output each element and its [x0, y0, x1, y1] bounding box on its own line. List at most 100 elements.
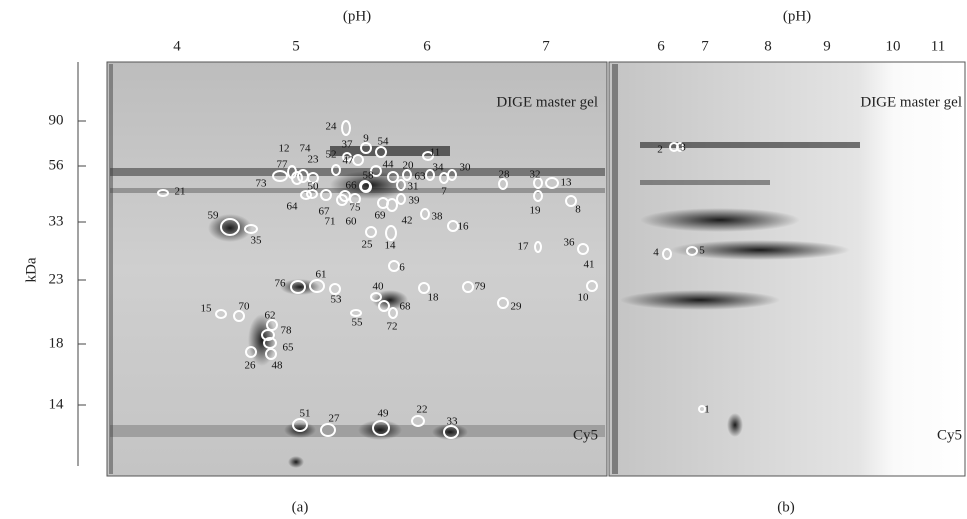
- spot-label: 76: [275, 278, 287, 290]
- gel-b-image: [608, 61, 966, 477]
- ph-tick-label: 7: [701, 38, 709, 54]
- spot-label: 74: [300, 143, 312, 155]
- spot-label: 19: [530, 205, 542, 217]
- spot-marker: [425, 169, 435, 181]
- ph-axis-title: (pH): [343, 8, 371, 24]
- gel-label: DIGE master gel: [496, 94, 598, 110]
- spot-marker: [385, 225, 397, 241]
- spot-marker: [341, 120, 351, 136]
- spot-marker: [662, 248, 672, 260]
- ph-axis-title: (pH): [783, 8, 811, 24]
- ph-tick-label: 11: [931, 38, 945, 54]
- spot-marker: [290, 280, 306, 294]
- spot-marker: [396, 193, 406, 205]
- spot-label: 9: [363, 133, 369, 145]
- spot-marker: [300, 190, 312, 200]
- kda-tick-label: 56: [49, 157, 65, 173]
- spot-marker: [331, 164, 341, 176]
- spot-marker: [387, 171, 399, 183]
- spot-marker: [497, 297, 509, 309]
- spot-label: 47: [343, 155, 355, 167]
- spot-marker: [534, 241, 542, 253]
- spot-label: 33: [447, 416, 459, 428]
- spot-marker: [443, 425, 459, 439]
- spot-label: 25: [362, 239, 374, 251]
- spot-label: 26: [245, 360, 257, 372]
- spot-label: 14: [385, 240, 397, 252]
- spot-label: 61: [316, 269, 327, 281]
- spot-marker: [378, 300, 390, 312]
- spot-marker: [352, 154, 364, 166]
- spot-marker: [245, 346, 257, 358]
- ph-tick-label: 8: [764, 38, 772, 54]
- spot-marker: [498, 178, 508, 190]
- spot-marker: [157, 189, 169, 197]
- spot-label: 30: [460, 162, 472, 174]
- spot-marker: [565, 195, 577, 207]
- spot-label: 50: [308, 181, 320, 193]
- spot-label: 12: [279, 143, 290, 155]
- spot-marker: [350, 309, 362, 317]
- spot-marker: [420, 208, 430, 220]
- spot-label: 5: [699, 245, 705, 257]
- spot-label: 63: [415, 171, 427, 183]
- spot-label: 2: [657, 144, 663, 156]
- spot-label: 52: [326, 149, 337, 161]
- spot-label: 24: [326, 121, 338, 133]
- spot-marker: [272, 170, 288, 182]
- spot-label: 73: [256, 178, 268, 190]
- spot-marker: [586, 280, 598, 292]
- spot-label: 51: [300, 408, 311, 420]
- kda-tick-label: 90: [49, 112, 64, 128]
- ph-tick-label: 10: [886, 38, 901, 54]
- spot-label: 59: [208, 210, 220, 222]
- spot-label: 41: [584, 259, 595, 271]
- spot-label: 78: [281, 325, 293, 337]
- spot-marker: [309, 279, 325, 293]
- spot-label: 48: [272, 360, 284, 372]
- spot-marker: [263, 337, 277, 349]
- spot-marker: [386, 198, 398, 212]
- spot-label: 37: [342, 139, 354, 151]
- ph-tick-label: 4: [173, 38, 181, 54]
- spot-label: 58: [363, 170, 375, 182]
- ph-tick-label: 5: [292, 38, 300, 54]
- spot-marker: [291, 171, 303, 185]
- spot-label: 75: [350, 202, 362, 214]
- kda-tick-label: 14: [49, 396, 65, 412]
- spot-marker: [244, 224, 258, 234]
- spot-label: 53: [331, 294, 343, 306]
- spot-label: 70: [239, 301, 251, 313]
- spot-marker: [320, 423, 336, 437]
- spot-marker: [360, 181, 372, 193]
- spot-label: 3: [680, 142, 686, 154]
- spot-marker: [265, 348, 277, 360]
- spot-label: 22: [417, 404, 428, 416]
- spot-label: 69: [375, 210, 387, 222]
- spot-label: 54: [378, 136, 390, 148]
- spot-label: 6: [399, 262, 405, 274]
- spot-label: 10: [578, 292, 590, 304]
- kda-axis-title: kDa: [23, 257, 39, 282]
- spot-label: 77: [277, 159, 289, 171]
- spot-marker: [422, 151, 434, 161]
- kda-tick-label: 18: [49, 335, 64, 351]
- spot-label: 34: [433, 162, 445, 174]
- spot-label: 35: [251, 235, 263, 247]
- spot-marker: [447, 220, 459, 232]
- spot-marker: [418, 282, 430, 294]
- spot-label: 44: [383, 159, 395, 171]
- spot-marker: [233, 310, 245, 322]
- spot-label: 67: [319, 206, 331, 218]
- spot-marker: [439, 172, 449, 184]
- spot-label: 62: [265, 310, 276, 322]
- spot-label: 4: [653, 247, 659, 259]
- spot-label: 38: [432, 211, 444, 223]
- spot-label: 39: [409, 195, 421, 207]
- spot-label: 42: [402, 215, 413, 227]
- spot-marker: [388, 260, 400, 272]
- spot-marker: [292, 418, 308, 432]
- kda-tick-label: 23: [49, 271, 64, 287]
- kda-tick-label: 33: [49, 213, 64, 229]
- spot-marker: [396, 179, 406, 191]
